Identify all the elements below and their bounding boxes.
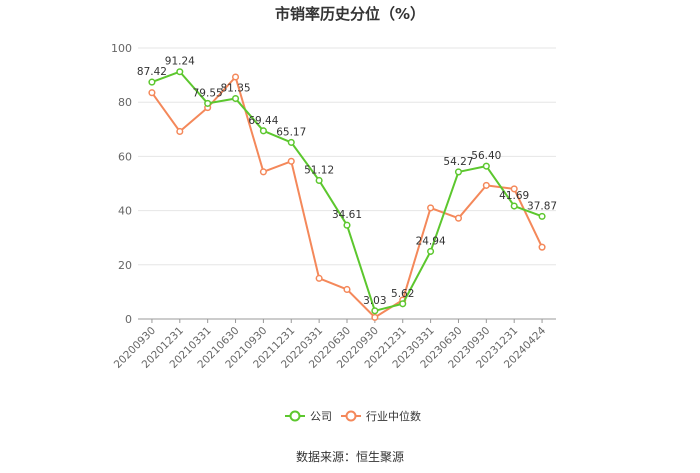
data-point[interactable] [510,185,518,193]
data-point[interactable] [454,168,463,176]
data-point[interactable] [176,127,184,136]
y-tick-label: 80 [118,96,132,109]
data-point[interactable] [315,274,323,282]
data-label: 54.27 [443,156,473,168]
legend-item-company[interactable]: 公司 [285,410,332,423]
data-point[interactable] [176,68,184,76]
data-point[interactable] [343,221,351,229]
series-company [148,68,546,315]
y-tick-label: 0 [125,313,132,326]
legend-marker-company [289,410,301,422]
chart-title: 市销率历史分位（%） [275,5,425,23]
data-label: 81.35 [221,83,251,95]
y-axis: 0 20 40 60 80 100 [111,42,132,326]
data-label: 34.61 [332,209,362,221]
x-axis: 2020093020201231202103312021063020210930… [112,318,556,371]
data-point[interactable] [482,162,490,170]
data-point[interactable] [510,202,518,210]
data-point[interactable] [343,285,351,294]
legend-label-industry: 行业中位数 [366,409,421,423]
data-label: 37.87 [527,200,557,212]
data-point[interactable] [315,176,323,185]
data-label: 5.62 [391,288,414,300]
legend[interactable]: 公司 行业中位数 [285,409,421,423]
legend-label-company: 公司 [310,410,332,423]
legend-marker-industry [345,410,357,422]
data-point[interactable] [204,99,212,107]
data-label: 91.24 [165,56,195,68]
data-point[interactable] [287,157,295,165]
data-label: 56.40 [471,150,501,162]
data-point[interactable] [371,313,379,321]
legend-item-industry[interactable]: 行业中位数 [341,409,421,423]
data-label: 3.03 [363,295,386,307]
data-label: 79.55 [193,87,223,99]
data-point[interactable] [482,181,490,189]
data-point[interactable] [371,307,379,315]
data-point[interactable] [148,78,156,86]
data-label: 65.17 [276,126,306,138]
y-tick-label: 20 [118,259,132,272]
data-label: 51.12 [304,164,334,176]
data-label: 41.69 [499,190,529,202]
data-label: 87.42 [137,66,167,78]
data-point[interactable] [538,243,546,251]
data-point[interactable] [427,204,435,212]
data-point[interactable] [148,89,156,97]
data-point[interactable] [538,212,546,220]
data-point[interactable] [399,300,407,308]
data-point[interactable] [259,168,267,176]
data-point[interactable] [231,94,240,103]
series-line-industry [151,75,543,319]
series-industry-median [148,73,546,321]
data-point[interactable] [287,138,295,146]
data-point[interactable] [231,73,240,81]
y-tick-label: 40 [118,205,132,218]
data-point[interactable] [259,127,267,135]
data-point[interactable] [454,214,463,222]
data-label: 24.94 [416,235,446,247]
y-tick-label: 100 [111,42,132,55]
source-note: 数据来源：恒生聚源 [296,449,404,464]
y-tick-label: 60 [118,150,132,163]
data-label: 69.44 [248,115,278,127]
data-point[interactable] [427,247,435,255]
